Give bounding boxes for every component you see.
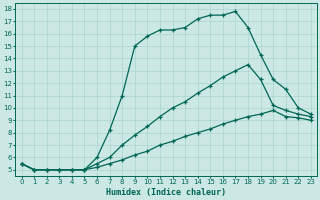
X-axis label: Humidex (Indice chaleur): Humidex (Indice chaleur) (106, 188, 226, 197)
